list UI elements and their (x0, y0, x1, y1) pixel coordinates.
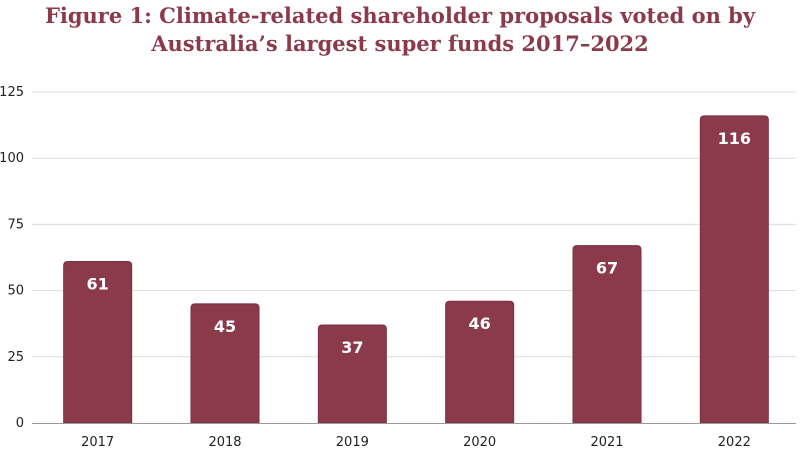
y-tick-label-0: 0 (16, 416, 24, 431)
bar-value-label-2020: 46 (469, 314, 491, 333)
bar-2022 (699, 115, 769, 424)
x-axis-ticks: 2017 2018 2019 2020 2021 2022 (81, 435, 751, 450)
y-tick-label-75: 75 (7, 217, 24, 232)
y-tick-label-100: 100 (0, 151, 24, 166)
x-tick-label-2020: 2020 (463, 435, 496, 450)
gridlines (32, 91, 796, 358)
bar-value-label-2018: 45 (214, 317, 236, 336)
x-tick-label-2021: 2021 (590, 435, 623, 450)
chart-title-line-2: Australia’s largest super funds 2017–202… (151, 31, 649, 56)
bar-value-labels: 61 45 37 46 67 116 (87, 129, 752, 357)
bar-value-label-2021: 67 (596, 259, 618, 278)
bar-value-label-2017: 61 (87, 274, 109, 293)
y-tick-label-50: 50 (7, 284, 24, 299)
bar-2021 (572, 245, 642, 424)
y-tick-label-125: 125 (0, 85, 24, 100)
x-tick-label-2018: 2018 (208, 435, 241, 450)
x-tick-label-2017: 2017 (81, 435, 114, 450)
bar-value-label-2019: 37 (341, 338, 363, 357)
bars (63, 115, 769, 424)
x-tick-label-2019: 2019 (336, 435, 369, 450)
x-tick-label-2022: 2022 (718, 435, 751, 450)
bar-2020 (445, 300, 515, 424)
bar-2018 (190, 303, 260, 424)
bar-value-label-2022: 116 (718, 129, 751, 148)
chart-title: Figure 1: Climate-related shareholder pr… (0, 2, 800, 58)
bar-2019 (317, 324, 387, 424)
bar-2017 (63, 260, 133, 424)
chart-title-line-1: Figure 1: Climate-related shareholder pr… (44, 3, 756, 28)
y-tick-label-25: 25 (7, 350, 24, 365)
y-axis-ticks: 0 25 50 75 100 125 (0, 85, 24, 431)
